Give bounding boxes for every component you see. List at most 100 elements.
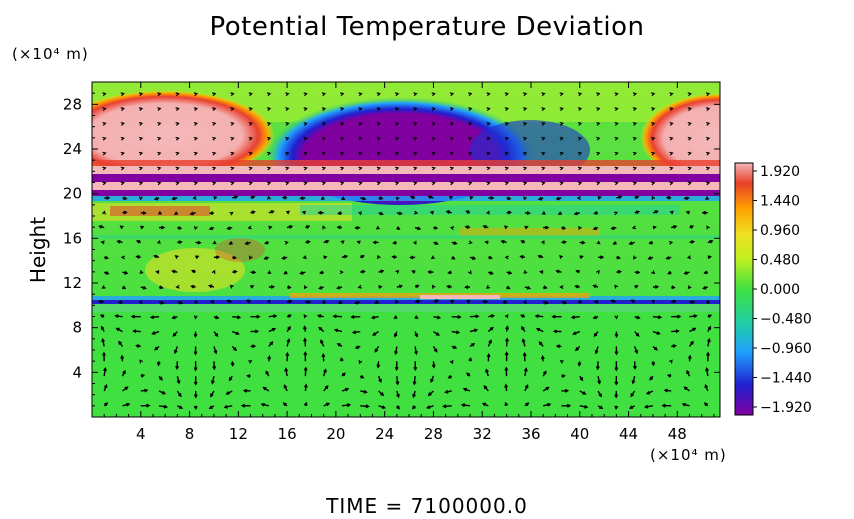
vector-arrowhead [482,224,487,229]
vector-arrowhead [435,332,440,336]
vector-arrowhead [242,388,248,393]
vector-arrowhead [301,210,306,215]
vector-arrowhead [354,300,359,305]
x-tick-label: 48 [668,425,687,443]
vector-arrowhead [248,92,253,97]
vector-arrowhead [504,181,510,186]
vector-arrowhead [431,181,436,186]
vector-arrowhead [651,362,656,367]
vector-arrowhead [577,122,583,126]
vector-arrowhead [372,240,377,245]
vector-arrowhead [579,255,584,259]
vector-arrowhead [534,314,539,319]
vector-arrowhead [376,181,381,186]
vector-arrowhead [651,270,656,274]
vector-arrowhead [158,211,163,215]
vector-arrowhead [614,315,619,320]
vector-arrowhead [358,166,363,171]
vector-arrow [443,405,452,408]
vector-arrowhead [120,92,125,97]
vector-arrowhead [631,225,637,230]
vector-arrowhead [394,299,399,304]
vector-arrowhead [413,151,418,156]
vector-arrowhead [358,92,363,97]
vector-arrowhead [413,136,418,141]
vector-arrowhead [144,388,149,393]
vector-arrowhead [471,343,476,347]
vector-arrowhead [671,285,676,290]
vector-arrowhead [559,360,564,364]
vector-arrowhead [197,240,202,245]
vector-arrowhead [395,269,400,274]
vector-arrowhead [413,181,418,186]
vector-arrowhead [398,284,404,289]
vector-arrowhead [267,270,272,274]
vector-arrowhead [142,285,147,290]
vector-arrowhead [118,340,122,345]
vector-arrowhead [374,300,379,305]
vector-arrowhead [541,107,546,111]
vector-arrowhead [469,195,474,200]
colorbar-label: 1.920 [760,164,800,180]
vector-arrowhead [393,333,398,338]
vector-arrowhead [689,225,695,229]
y-tick-label: 28 [63,95,82,113]
vector-arrowhead [124,386,129,391]
vector-arrow [158,405,167,408]
vector-arrowhead [482,299,487,304]
vector-arrowhead [612,241,617,245]
vector-arrowhead [395,151,400,156]
vector-arrowhead [266,299,271,304]
vector-arrowhead [593,299,599,304]
vector-arrowhead [414,315,419,319]
temperature-field [92,82,720,417]
vector-arrowhead [486,122,491,126]
vector-arrowhead [449,151,455,156]
vector-arrowhead [597,380,602,385]
vector-arrowhead [705,196,710,200]
vector-arrowhead [287,285,292,290]
vector-arrowhead [212,240,217,245]
vector-arrowhead [614,107,619,111]
vector-arrowhead [378,378,382,384]
vector-arrowhead [577,166,583,171]
vector-arrowhead [650,299,655,304]
vector-arrowhead [431,92,436,97]
vector-arrowhead [632,151,638,156]
vector-arrowhead [504,107,510,111]
vector-arrowhead [262,386,267,391]
vector-arrowhead [636,315,641,320]
vector-arrowhead [340,136,345,141]
y-tick-label: 8 [72,319,82,337]
vector-arrowhead [303,151,308,156]
vector-arrowhead [120,354,125,359]
vector-arrowhead [594,350,599,355]
vector-arrowhead [582,391,587,395]
vector-arrowhead [140,225,145,230]
vector-arrowhead [102,151,107,156]
vector-arrowhead [97,299,103,304]
vector-arrowhead [468,107,473,111]
vector-arrow [413,376,416,385]
vector-arrowhead [321,136,327,141]
vector-arrowhead [486,210,490,215]
vector-arrowhead [705,367,709,372]
vector-arrowhead [303,314,308,319]
vector-arrowhead [354,225,359,230]
x-tick-label: 20 [326,425,345,443]
vector-arrowhead [156,240,161,245]
vector-arrowhead [194,299,199,304]
vector-arrowhead [596,166,601,171]
vector-arrowhead [431,122,436,126]
vector-arrowhead [138,92,144,97]
vector-arrowhead [98,224,103,229]
vector-arrowhead [656,331,661,335]
vector-arrowhead [672,344,677,348]
vector-arrowhead [251,195,256,200]
vector-arrowhead [375,225,380,230]
vector-arrowhead [669,151,674,156]
vector-arrowhead [103,367,107,372]
velocity-vectors [97,92,714,411]
vector-arrowhead [284,240,289,245]
vector-arrowhead [484,240,489,245]
